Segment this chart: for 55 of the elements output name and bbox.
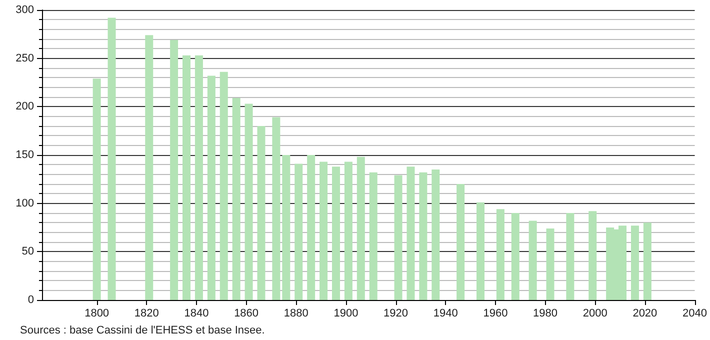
bar bbox=[456, 184, 465, 300]
bar bbox=[476, 202, 484, 300]
bar bbox=[406, 166, 415, 300]
y-tick-label: 100 bbox=[16, 197, 34, 210]
bar bbox=[92, 78, 101, 300]
bar bbox=[496, 209, 504, 300]
bar bbox=[419, 172, 428, 300]
x-tick-label: 1980 bbox=[533, 308, 558, 320]
x-tick-label: 2040 bbox=[682, 308, 708, 320]
bar bbox=[108, 18, 116, 300]
x-tick-label: 1840 bbox=[184, 308, 209, 320]
bar bbox=[332, 166, 340, 300]
y-tick-label: 0 bbox=[28, 294, 34, 306]
x-tick-label: 1820 bbox=[134, 308, 159, 320]
y-tick-label: 250 bbox=[16, 52, 34, 64]
bar bbox=[307, 155, 316, 300]
bar bbox=[394, 175, 402, 300]
bar bbox=[630, 226, 639, 300]
bar bbox=[369, 172, 378, 300]
y-tick-label: 200 bbox=[16, 100, 34, 113]
bar bbox=[320, 162, 328, 300]
bar bbox=[170, 40, 178, 300]
x-tick-label: 2000 bbox=[582, 308, 608, 320]
bar bbox=[294, 164, 303, 300]
bar bbox=[145, 35, 154, 300]
bar bbox=[232, 98, 240, 300]
bar bbox=[257, 126, 266, 300]
x-tick-label: 1800 bbox=[84, 308, 110, 320]
bar bbox=[207, 76, 216, 300]
bar bbox=[282, 155, 290, 300]
x-tick-label: 1900 bbox=[334, 308, 358, 320]
source-note: Sources : base Cassini de l'EHESS et base Insee. bbox=[20, 324, 265, 336]
bar bbox=[220, 72, 228, 300]
bar bbox=[511, 213, 520, 300]
bar bbox=[432, 170, 440, 300]
y-tick-label: 50 bbox=[22, 246, 34, 258]
bar bbox=[356, 156, 365, 300]
bar bbox=[643, 222, 652, 300]
x-tick-label: 1880 bbox=[284, 308, 308, 320]
bar bbox=[182, 55, 191, 300]
x-tick-label: 2020 bbox=[632, 308, 658, 320]
bar bbox=[528, 220, 537, 300]
y-tick-label: 150 bbox=[16, 149, 34, 161]
y-tick-label: 300 bbox=[16, 4, 34, 16]
bar bbox=[194, 55, 203, 300]
x-tick-label: 1860 bbox=[234, 308, 259, 320]
x-tick-label: 1920 bbox=[384, 308, 408, 320]
bar bbox=[588, 211, 597, 300]
bar bbox=[272, 117, 280, 300]
x-tick-label: 1960 bbox=[483, 308, 508, 320]
bar bbox=[344, 162, 352, 300]
bar bbox=[244, 104, 253, 300]
bar bbox=[566, 213, 574, 300]
bar bbox=[546, 228, 554, 300]
x-tick-label: 1940 bbox=[433, 308, 458, 320]
